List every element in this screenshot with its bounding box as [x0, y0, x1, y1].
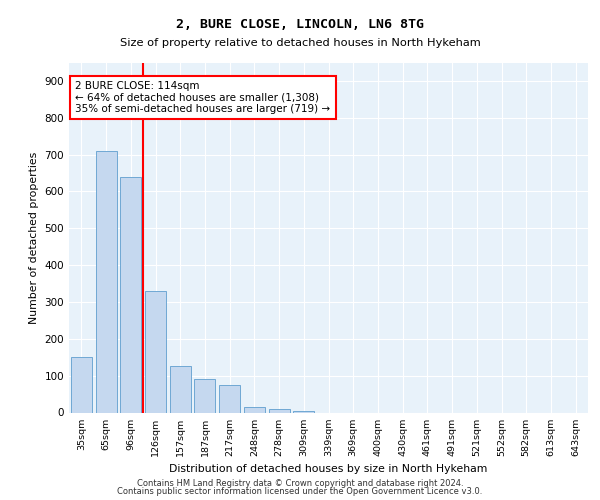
Bar: [269, 409, 290, 412]
Bar: [244, 407, 265, 412]
Bar: [194, 380, 215, 412]
Y-axis label: Number of detached properties: Number of detached properties: [29, 152, 39, 324]
X-axis label: Distribution of detached houses by size in North Hykeham: Distribution of detached houses by size …: [169, 464, 488, 474]
Text: 2 BURE CLOSE: 114sqm
← 64% of detached houses are smaller (1,308)
35% of semi-de: 2 BURE CLOSE: 114sqm ← 64% of detached h…: [75, 81, 331, 114]
Text: 2, BURE CLOSE, LINCOLN, LN6 8TG: 2, BURE CLOSE, LINCOLN, LN6 8TG: [176, 18, 424, 30]
Text: Contains public sector information licensed under the Open Government Licence v3: Contains public sector information licen…: [118, 487, 482, 496]
Bar: [293, 410, 314, 412]
Bar: [145, 291, 166, 412]
Text: Contains HM Land Registry data © Crown copyright and database right 2024.: Contains HM Land Registry data © Crown c…: [137, 478, 463, 488]
Bar: [170, 366, 191, 412]
Bar: [95, 151, 116, 412]
Bar: [120, 176, 141, 412]
Text: Size of property relative to detached houses in North Hykeham: Size of property relative to detached ho…: [119, 38, 481, 48]
Bar: [219, 385, 240, 412]
Bar: [71, 357, 92, 412]
